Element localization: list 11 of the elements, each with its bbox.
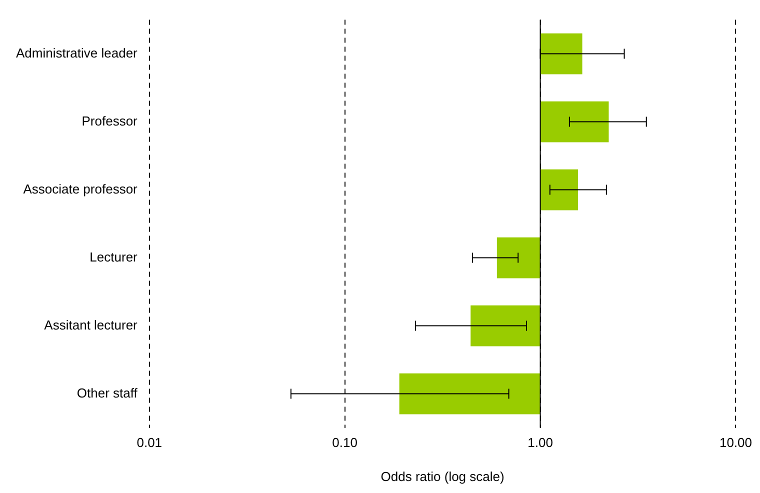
y-tick-label: Associate professor [23,181,138,196]
x-tick-label: 0.10 [332,435,358,450]
x-tick-label: 10.00 [719,435,752,450]
x-tick-label: 1.00 [528,435,553,450]
x-tick-label: 0.01 [136,435,162,450]
y-tick-label: Lecturer [90,249,138,264]
x-axis-title: Odds ratio (log scale) [380,468,504,484]
y-tick-label: Assitant lecturer [44,317,138,332]
y-tick-label: Other staff [76,385,138,400]
y-tick-label: Professor [82,113,138,128]
y-tick-label: Administrative leader [16,45,138,60]
